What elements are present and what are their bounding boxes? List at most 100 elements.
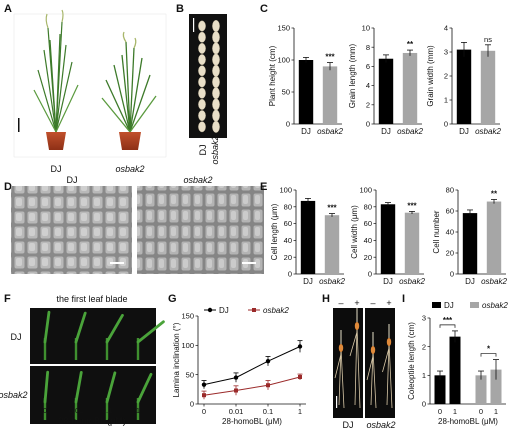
y-tick-label: 60: [446, 207, 454, 216]
label-b-dj: DJ: [198, 145, 208, 156]
y-axis-label: Grain width (mm): [426, 45, 435, 107]
chart-cell-number: 0 20 40 60 80 Cell number DJ osbak2 **: [432, 186, 507, 286]
bar: [475, 375, 487, 404]
bar: [324, 215, 340, 274]
panel-label-i: I: [402, 293, 405, 305]
x-tick-label: osbak2: [397, 127, 423, 136]
grain-icon: [212, 120, 220, 133]
label-b-osbak2: osbak2: [210, 135, 220, 164]
panel-label-g: G: [168, 293, 177, 305]
y-tick-label: 1: [422, 371, 426, 380]
bar: [378, 58, 394, 124]
coleoptile-photo-panel: [333, 308, 395, 418]
y-tick-label: 3: [444, 48, 448, 57]
x-tick-label: 0.01: [229, 407, 244, 416]
y-tick-label: 4: [366, 81, 370, 90]
panel-label-h: H: [322, 293, 330, 305]
coleoptiles: [334, 308, 393, 409]
y-tick-label: 60: [284, 219, 292, 228]
grain-icon: [198, 87, 206, 99]
legend-label: DJ: [444, 301, 454, 310]
y-tick-label: 100: [279, 186, 292, 195]
bar: [434, 375, 446, 404]
y-axis-label: Lamina inclination (°): [172, 322, 181, 397]
bar: [462, 213, 478, 274]
root-icon: [349, 325, 361, 409]
y-tick-label: 0: [286, 120, 290, 129]
legend-label: DJ: [219, 306, 229, 315]
label-a-osbak2: osbak2: [115, 164, 144, 174]
grain-icon: [198, 54, 206, 65]
leaf-dose-ticks: 0 0.01 0.1 1: [43, 406, 140, 415]
pot-dj: [46, 132, 66, 150]
y-axis-label: Cell width (μm): [350, 205, 359, 259]
significance-label: ***: [325, 53, 335, 62]
y-tick-label: 40: [284, 236, 292, 245]
y-tick-label: 50: [186, 370, 194, 379]
panel-label-e: E: [260, 181, 267, 193]
x-tick-label: osbak2: [475, 127, 501, 136]
panel-label-a: A: [4, 3, 12, 15]
y-axis-label: Cell length (μm): [270, 203, 279, 260]
significance-label: ***: [327, 204, 337, 213]
label-h-osbak2: osbak2: [366, 420, 395, 429]
grain-icon: [212, 87, 220, 100]
leaf-osbak2-blade: [74, 370, 83, 404]
y-axis-label: Coleoptile length (cm): [407, 322, 416, 400]
y-axis-label: Grain length (mm): [348, 43, 357, 108]
y-tick-label: 100: [359, 186, 372, 195]
y-tick-label: 60: [364, 219, 372, 228]
leaf-dj-blade: [43, 310, 51, 344]
label-d-osbak2: osbak2: [183, 175, 212, 185]
bar: [456, 49, 472, 124]
data-point: [266, 383, 270, 388]
y-tick-label: 0: [450, 270, 454, 279]
grain-icon: [212, 64, 220, 77]
scale-bar: [18, 118, 20, 132]
bar: [380, 204, 396, 274]
leaf-osbak2-blade: [43, 370, 50, 404]
y-tick-label: 2: [366, 100, 370, 109]
bar: [300, 200, 316, 274]
y-tick-label: 0: [444, 120, 448, 129]
x-tick-label: DJ: [303, 277, 313, 286]
grain-icon: [198, 43, 206, 54]
data-point: [297, 344, 303, 349]
leaf-photo-panel: [30, 308, 165, 424]
bar: [322, 66, 338, 124]
y-tick-label: 2: [444, 72, 448, 81]
leaf-xlabel: 28-homoBL (μM): [58, 416, 125, 426]
data-point: [233, 375, 239, 380]
chart-plant-height: 0 50 100 150 Plant height (cm) DJ osbak2 ***: [268, 24, 343, 136]
dose-tick-label: 0.01: [69, 406, 84, 415]
bar: [404, 212, 420, 274]
x-axis-label: 28-homoBL (μM): [438, 417, 498, 426]
y-tick-label: 150: [181, 312, 194, 321]
x-tick-label: DJ: [301, 127, 311, 136]
legend-label: osbak2: [263, 306, 289, 315]
grain-icon: [198, 65, 206, 77]
y-tick-label: 100: [277, 56, 290, 65]
x-tick-label: 0: [438, 407, 442, 416]
y-tick-label: 3: [422, 314, 426, 323]
y-tick-label: 4: [444, 24, 448, 33]
chart-grain-length: 0 2 4 6 8 10 Grain length (mm) DJ osbak2 **: [348, 24, 423, 136]
x-tick-label: DJ: [465, 277, 475, 286]
x-tick-label: 1: [494, 407, 498, 416]
legend-swatch: [432, 302, 441, 308]
y-tick-label: 1: [444, 96, 448, 105]
data-point: [298, 375, 302, 380]
data-point: [234, 388, 238, 393]
treat-minus-dj: –: [338, 298, 343, 308]
bar: [402, 52, 418, 124]
leaf-blades: [43, 310, 165, 420]
x-axis-label: 28-homoBL (μM): [222, 417, 282, 426]
leaf-blade-title: the first leaf blade: [56, 294, 127, 304]
label-h-dj: DJ: [343, 420, 354, 429]
grains-osbak2: [212, 20, 220, 133]
bar: [298, 60, 314, 124]
grain-photo-panel: [189, 14, 227, 138]
x-tick-label: DJ: [383, 277, 393, 286]
grain-icon: [198, 99, 206, 110]
